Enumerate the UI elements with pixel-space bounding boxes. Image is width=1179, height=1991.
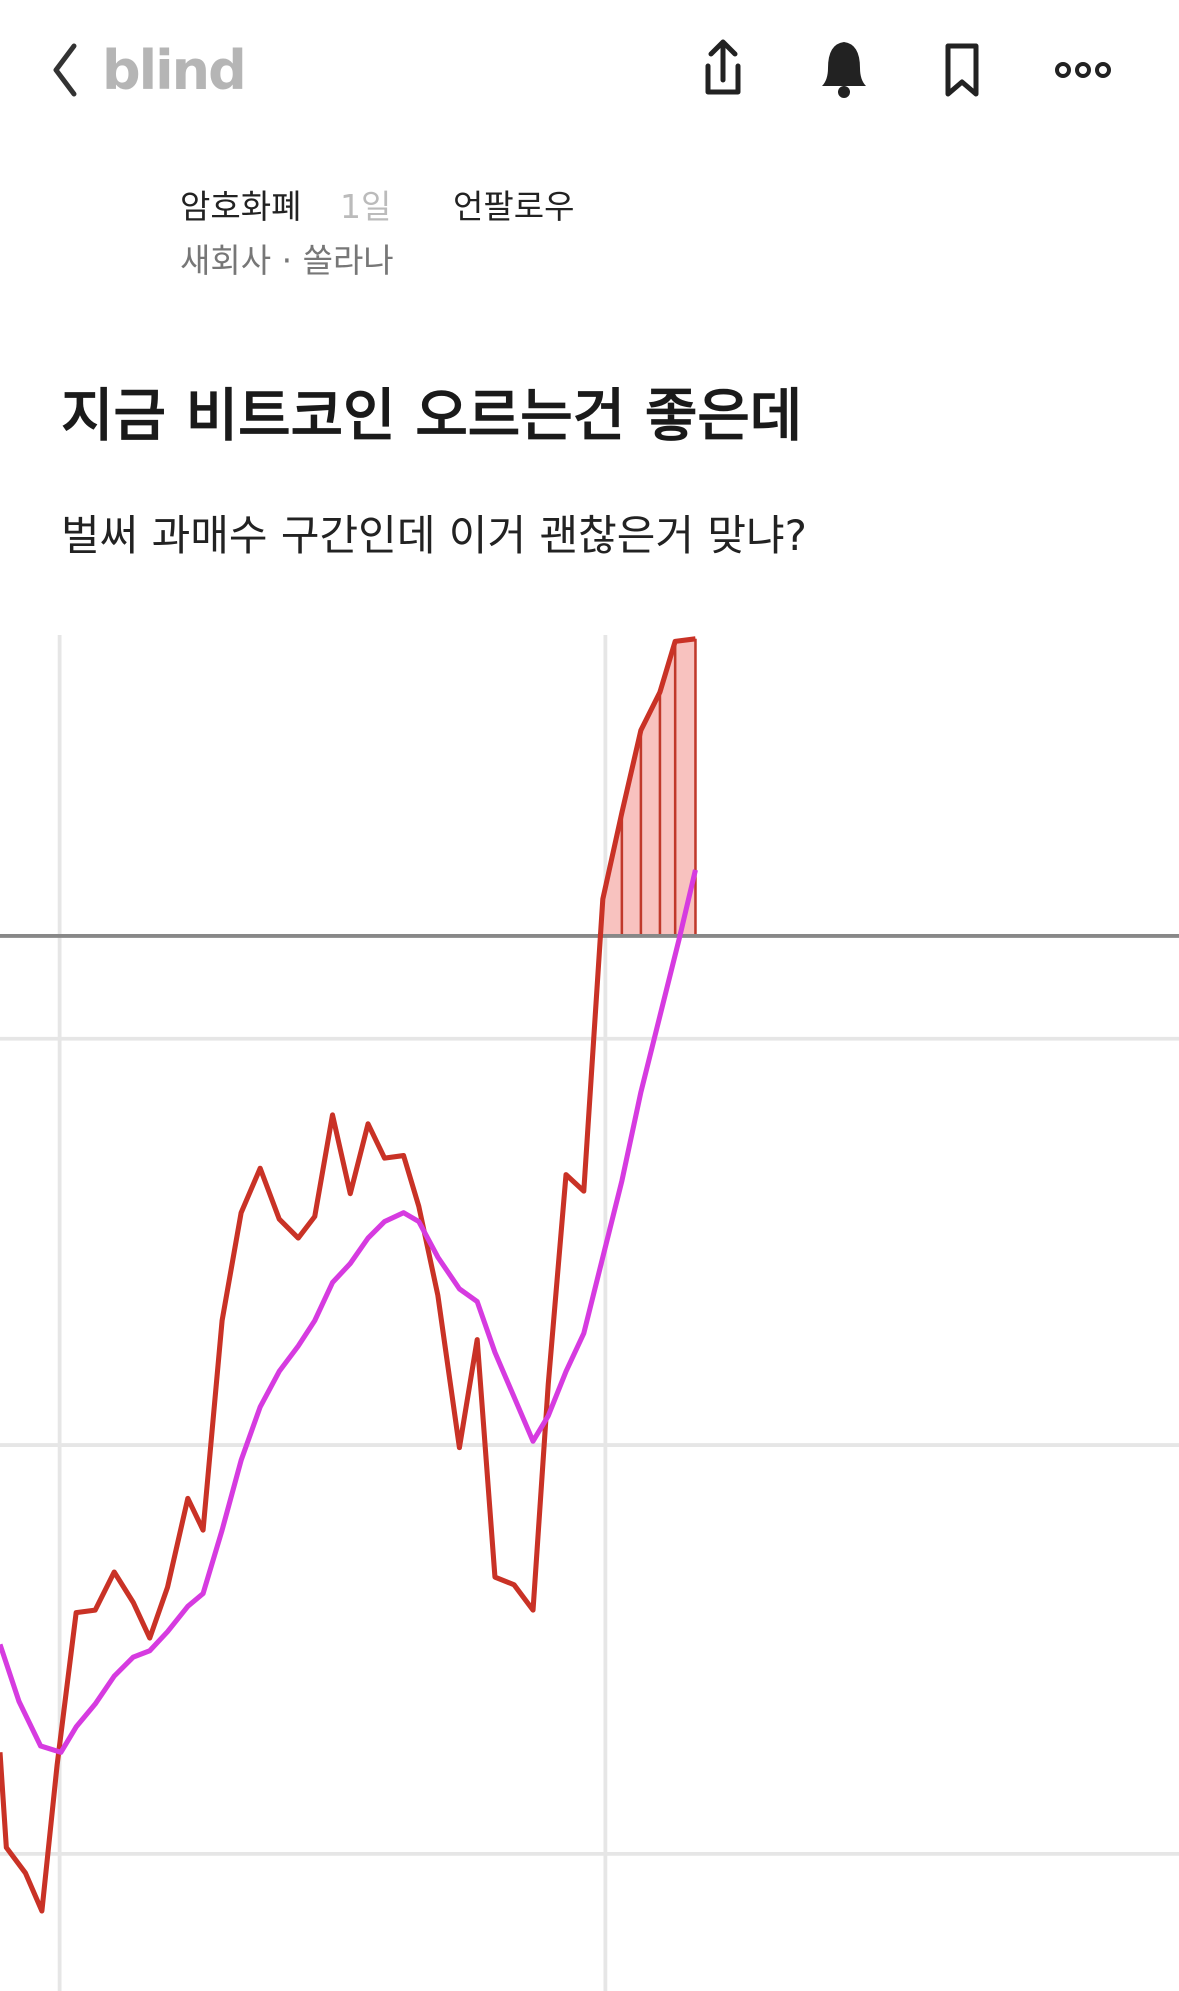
share-button[interactable] (705, 39, 741, 95)
author[interactable]: 암호화폐 (180, 187, 302, 226)
company: 새회사 · 쏠라나 (180, 241, 394, 280)
back-button[interactable] (53, 43, 77, 97)
post-time: 1일 (340, 187, 392, 226)
unfollow-button[interactable]: 언팔로우 (453, 187, 575, 226)
company-name: 새회사 (180, 241, 272, 280)
bell-button[interactable] (822, 42, 866, 98)
nickname: 쏠라나 (302, 241, 394, 280)
bookmark-button[interactable] (945, 43, 979, 97)
logo: blind (102, 39, 247, 102)
chart-image (0, 635, 1179, 1991)
more-button[interactable] (1055, 62, 1111, 78)
top-bar (53, 39, 1111, 98)
post-body: 벌써 과매수 구간인데 이거 괜찮은거 맞냐? (61, 511, 807, 560)
post-title: 지금 비트코인 오르는건 좋은데 (61, 383, 803, 449)
